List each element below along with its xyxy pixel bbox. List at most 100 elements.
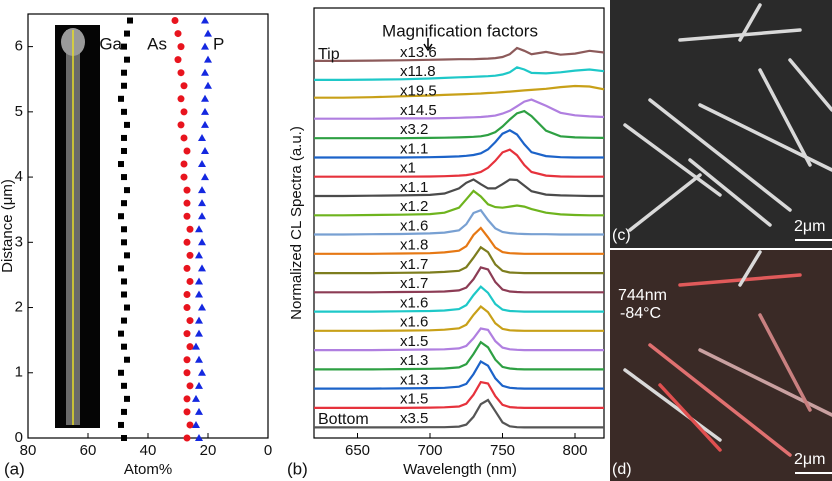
- inset-image: [55, 25, 100, 428]
- magnification-label: x1.6: [400, 217, 428, 234]
- magnification-label: x1: [400, 160, 416, 177]
- point: [121, 147, 127, 154]
- point: [121, 382, 127, 389]
- nanowire: [648, 98, 792, 212]
- point: [180, 173, 188, 181]
- point: [183, 304, 191, 312]
- x-tick-label: 20: [200, 442, 217, 459]
- x-tick-label: 0: [264, 442, 272, 459]
- spectrum: [314, 178, 604, 198]
- point: [201, 173, 209, 181]
- magnification-label: x1.6: [400, 314, 428, 331]
- point: [183, 434, 191, 442]
- magnification-label: x1.1: [400, 179, 428, 196]
- magnification-label: x1.6: [400, 294, 428, 311]
- nanowire: [788, 58, 832, 112]
- point: [121, 82, 127, 89]
- point: [127, 17, 133, 24]
- point: [201, 146, 209, 154]
- point: [204, 29, 212, 37]
- legend-label: As: [147, 34, 167, 53]
- magnification-label: x3.2: [400, 121, 428, 138]
- point: [183, 408, 191, 416]
- point: [183, 186, 191, 194]
- point: [198, 368, 206, 376]
- y-tick-label: 1: [15, 364, 23, 381]
- point: [121, 317, 127, 324]
- y-axis-title: Normalized CL Spectra (a.u.): [288, 126, 305, 320]
- y-tick-label: 5: [15, 103, 23, 120]
- spectrum: [314, 129, 604, 159]
- spectrum: [314, 380, 604, 409]
- point: [183, 212, 191, 220]
- plot-frame: [313, 7, 605, 439]
- point: [177, 69, 185, 77]
- point: [124, 56, 130, 63]
- point: [121, 134, 127, 141]
- spectrum: [314, 398, 604, 429]
- temperature-annotation: -84°C: [620, 305, 661, 322]
- y-tick-label: 3: [15, 233, 23, 250]
- point: [121, 226, 127, 233]
- point: [121, 174, 127, 181]
- point: [186, 225, 194, 233]
- panel-label: (c): [612, 227, 631, 244]
- point: [201, 68, 209, 76]
- point: [201, 120, 209, 128]
- magnification-label: x14.5: [400, 102, 437, 119]
- x-tick-label: 700: [417, 442, 442, 459]
- scale-bar-label: 2μm: [794, 451, 825, 468]
- point: [198, 186, 206, 194]
- y-tick-label: 0: [15, 429, 23, 446]
- point: [180, 108, 188, 116]
- point: [186, 317, 194, 325]
- point: [180, 134, 188, 142]
- point: [121, 200, 127, 207]
- point: [118, 213, 124, 220]
- x-tick-label: 800: [562, 442, 587, 459]
- nanowire: [623, 368, 722, 442]
- wavelength-annotation: 744nm: [618, 287, 667, 304]
- nanowire: [738, 3, 762, 42]
- spectrum: [314, 327, 604, 352]
- spectrum: [314, 226, 604, 255]
- point: [201, 16, 209, 24]
- x-tick-label: 40: [140, 442, 157, 459]
- point: [183, 147, 191, 155]
- point: [204, 55, 212, 63]
- nanowire: [648, 343, 792, 457]
- point: [183, 290, 191, 298]
- point: [183, 264, 191, 272]
- point: [124, 30, 130, 37]
- point: [186, 251, 194, 259]
- point: [118, 369, 124, 376]
- x-axis-title: Atom%: [124, 461, 172, 478]
- panel-label: (d): [612, 461, 632, 478]
- point: [186, 421, 194, 429]
- point: [201, 107, 209, 115]
- point: [121, 435, 127, 441]
- magnification-label: x1.5: [400, 391, 428, 408]
- y-tick-label: 2: [15, 299, 23, 316]
- point: [192, 342, 200, 350]
- point: [198, 212, 206, 220]
- title-arrow: [423, 38, 433, 52]
- point: [183, 356, 191, 364]
- point: [121, 43, 127, 50]
- panel-label: (a): [4, 459, 25, 478]
- nanowire: [678, 273, 802, 287]
- point: [198, 133, 206, 141]
- point: [124, 395, 130, 402]
- point: [121, 291, 127, 298]
- magnification-label: x3.5: [400, 410, 428, 427]
- spectrum: [314, 245, 604, 275]
- nanowire: [698, 103, 832, 172]
- spectrum: [314, 98, 605, 120]
- nanowire: [688, 158, 772, 227]
- chart-title: Magnification factors: [382, 21, 538, 40]
- spectrum: [314, 84, 605, 99]
- nanowire: [678, 28, 802, 42]
- legend-label: P: [213, 34, 224, 53]
- spectrum: [314, 109, 605, 140]
- point: [118, 265, 124, 272]
